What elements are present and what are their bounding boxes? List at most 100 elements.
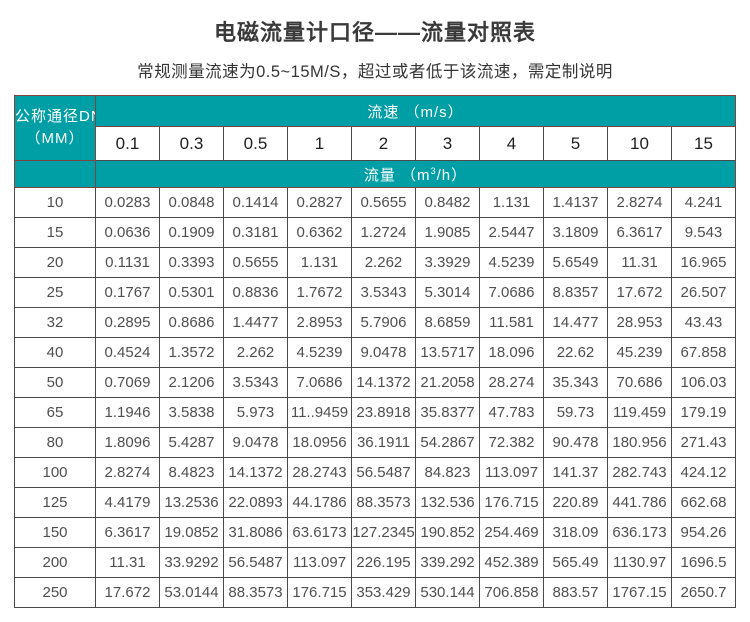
flow-value-cell: 11.581 — [479, 307, 544, 338]
flow-value-cell: 106.03 — [671, 367, 736, 398]
table-row: 20 0.1131 0.3393 0.5655 1.131 2.262 3.3929 4.52… — [14, 247, 736, 278]
flow-value-cell: 1.4137 — [543, 187, 608, 218]
flow-value-cell: 0.8836 — [223, 277, 288, 308]
flow-value-cell: 53.0144 — [159, 577, 224, 608]
flow-value-cell: 26.507 — [671, 277, 736, 308]
flow-value-cell: 1.3572 — [159, 337, 224, 368]
flow-value-cell: 88.3573 — [351, 487, 416, 518]
flow-value-cell: 45.239 — [607, 337, 672, 368]
flow-value-cell: 13.5717 — [415, 337, 480, 368]
flow-value-cell: 6.3617 — [607, 217, 672, 248]
flow-value-cell: 2.8274 — [95, 457, 160, 488]
flow-value-cell: 3.1809 — [543, 217, 608, 248]
dn-cell: 80 — [14, 427, 96, 458]
flow-value-cell: 141.37 — [543, 457, 608, 488]
dn-cell: 125 — [14, 487, 96, 518]
flow-value-cell: 1.131 — [479, 187, 544, 218]
dn-cell: 250 — [14, 577, 96, 608]
flow-value-cell: 0.5655 — [351, 187, 416, 218]
table-row: 40 0.4524 1.3572 2.262 4.5239 9.0478 13.5717 18… — [14, 337, 736, 368]
flow-value-cell: 9.0478 — [351, 337, 416, 368]
flow-value-cell: 16.965 — [671, 247, 736, 278]
flow-value-cell: 1.7672 — [287, 277, 352, 308]
flow-value-cell: 706.858 — [479, 577, 544, 608]
flow-value-cell: 2650.7 — [671, 577, 736, 608]
dn-cell: 100 — [14, 457, 96, 488]
flow-value-cell: 1767.15 — [607, 577, 672, 608]
flow-value-cell: 2.1206 — [159, 367, 224, 398]
flow-value-cell: 530.144 — [415, 577, 480, 608]
flow-value-cell: 4.5239 — [479, 247, 544, 278]
dn-cell: 10 — [14, 187, 96, 218]
flow-value-cell: 17.672 — [95, 577, 160, 608]
table-row: 125 4.4179 13.2536 22.0893 44.1786 88.3573 132… — [14, 487, 736, 518]
flow-value-cell: 179.19 — [671, 397, 736, 428]
flow-value-cell: 28.2743 — [287, 457, 352, 488]
flow-value-cell: 0.2827 — [287, 187, 352, 218]
velocity-value-cell: 0.3 — [159, 126, 224, 161]
flow-value-cell: 5.4287 — [159, 427, 224, 458]
dn-cell: 65 — [14, 397, 96, 428]
flow-value-cell: 0.0848 — [159, 187, 224, 218]
flow-value-cell: 56.5487 — [223, 547, 288, 578]
velocity-value-cell: 1 — [287, 126, 352, 161]
flow-value-cell: 0.2895 — [95, 307, 160, 338]
table-row: 50 0.7069 2.1206 3.5343 7.0686 14.1372 21.2058… — [14, 367, 736, 398]
flow-value-cell: 113.097 — [287, 547, 352, 578]
flow-value-cell: 883.57 — [543, 577, 608, 608]
flow-value-cell: 1.8096 — [95, 427, 160, 458]
flow-header-spacer-cell — [14, 160, 96, 188]
flow-value-cell: 282.743 — [607, 457, 672, 488]
flow-value-cell: 0.4524 — [95, 337, 160, 368]
table-body: 10 0.0283 0.0848 0.1414 0.2827 0.5655 0.8482 1.… — [14, 187, 736, 608]
flow-value-cell: 318.09 — [543, 517, 608, 548]
flow-value-cell: 4.241 — [671, 187, 736, 218]
dn-cell: 40 — [14, 337, 96, 368]
flow-value-cell: 7.0686 — [287, 367, 352, 398]
flow-value-cell: 339.292 — [415, 547, 480, 578]
velocity-values-row: 0.1 0.3 0.5 1 2 3 4 5 10 15 — [15, 126, 736, 161]
dn-cell: 25 — [14, 277, 96, 308]
flow-value-cell: 7.0686 — [479, 277, 544, 308]
flow-value-cell: 35.343 — [543, 367, 608, 398]
flow-value-cell: 5.7906 — [351, 307, 416, 338]
flow-value-cell: 3.5838 — [159, 397, 224, 428]
flow-value-cell: 127.2345 — [351, 517, 416, 548]
flow-value-cell: 17.672 — [607, 277, 672, 308]
velocity-value-cell: 4 — [479, 126, 544, 161]
flow-value-cell: 0.0283 — [95, 187, 160, 218]
flow-value-cell: 23.8918 — [351, 397, 416, 428]
flow-value-cell: 9.0478 — [223, 427, 288, 458]
table-row: 250 17.672 53.0144 88.3573 176.715 353.429 530… — [14, 577, 736, 608]
flow-value-cell: 19.0852 — [159, 517, 224, 548]
flow-value-cell: 0.8686 — [159, 307, 224, 338]
flow-label-superscript: 3 — [430, 165, 437, 176]
velocity-header-row: 公称通径DN （MM） 流速 （m/s） — [14, 95, 736, 161]
flow-value-cell: 636.173 — [607, 517, 672, 548]
flow-value-cell: 271.43 — [671, 427, 736, 458]
velocity-value-cell: 2 — [351, 126, 416, 161]
flow-value-cell: 44.1786 — [287, 487, 352, 518]
flow-value-cell: 5.6549 — [543, 247, 608, 278]
flow-value-cell: 1.4477 — [223, 307, 288, 338]
flow-value-cell: 180.956 — [607, 427, 672, 458]
flow-value-cell: 2.8953 — [287, 307, 352, 338]
flow-value-cell: 1.1946 — [95, 397, 160, 428]
table-row: 32 0.2895 0.8686 1.4477 2.8953 5.7906 8.6859 11… — [14, 307, 736, 338]
velocity-value-cell: 5 — [543, 126, 608, 161]
flow-value-cell: 1.9085 — [415, 217, 480, 248]
flow-value-cell: 70.686 — [607, 367, 672, 398]
flow-value-cell: 3.5343 — [351, 277, 416, 308]
flow-value-cell: 220.89 — [543, 487, 608, 518]
corner-header-line2: （MM） — [25, 130, 85, 147]
flow-value-cell: 0.7069 — [95, 367, 160, 398]
flow-value-cell: 56.5487 — [351, 457, 416, 488]
page-title: 电磁流量计口径——流量对照表 — [213, 20, 536, 45]
table-row: 200 11.31 33.9292 56.5487 113.097 226.195 339.… — [14, 547, 736, 578]
flow-label-suffix: /h） — [436, 166, 468, 184]
flow-value-cell: 0.1909 — [159, 217, 224, 248]
velocity-header-label: 流速 （m/s） — [95, 95, 736, 127]
flow-header-row: 流量 （m3/h） — [14, 160, 736, 188]
velocity-value-cell: 0.1 — [95, 126, 160, 161]
flow-value-cell: 5.973 — [223, 397, 288, 428]
